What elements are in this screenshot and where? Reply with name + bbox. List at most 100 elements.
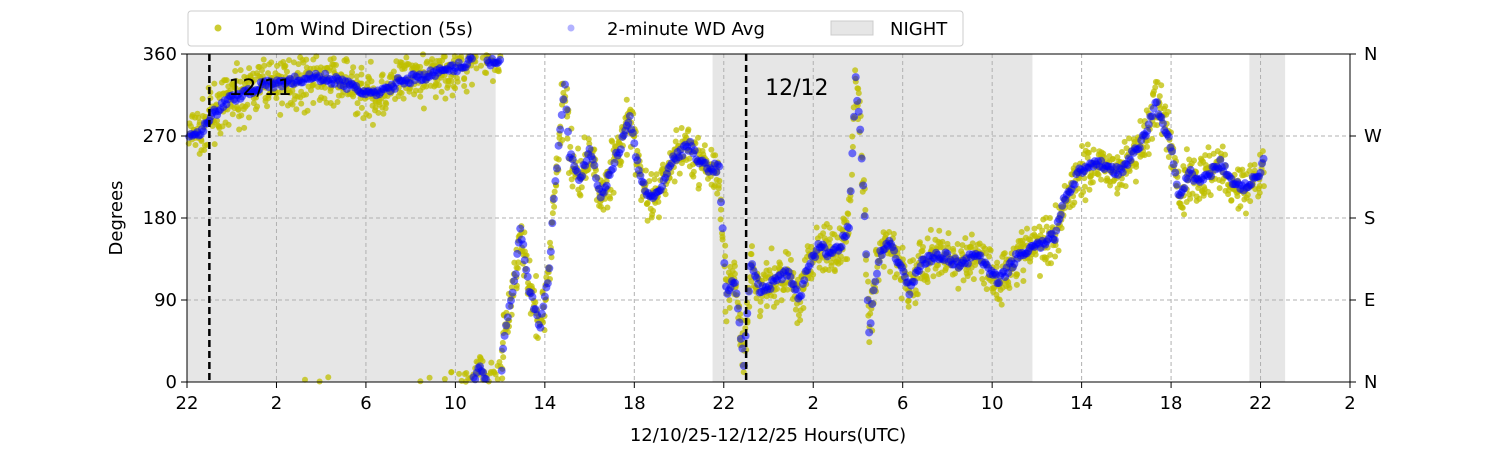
wd-avg-point [1070,180,1079,189]
wind-direction-point [910,257,917,264]
wd-avg-point [786,272,795,281]
wind-direction-point [747,251,754,258]
wind-direction-point [650,207,657,214]
wind-direction-point [199,95,206,102]
wd-avg-point [1157,113,1166,122]
wind-direction-point [930,273,937,280]
wind-direction-point [849,171,856,178]
wind-direction-point [330,102,337,109]
wind-direction-point [1043,223,1050,230]
wind-direction-point [461,83,468,90]
wind-direction-point [358,64,365,71]
wind-direction-point [1013,281,1020,288]
wind-direction-point [303,56,310,63]
wd-avg-point [1168,147,1177,156]
wd-avg-point [545,264,554,273]
wind-direction-point [441,376,448,383]
wind-direction-point [461,75,468,82]
wind-direction-point [1181,211,1188,218]
wind-direction-point [1094,170,1101,177]
wind-direction-point [1207,192,1214,199]
y2-tick-label: S [1364,208,1375,229]
wind-direction-point [898,295,905,302]
wind-direction-point [268,59,275,66]
wind-direction-point [330,67,337,74]
wind-direction-point [233,60,240,67]
wind-direction-point [610,189,617,196]
wind-direction-point [1126,135,1133,142]
wind-direction-point [644,217,651,224]
wind-direction-point [564,135,571,142]
wind-direction-point [277,111,284,118]
wd-avg-point [549,194,558,203]
wd-avg-point [1216,155,1225,164]
wd-avg-point [850,112,859,121]
wind-direction-point [417,93,424,100]
wind-direction-point [959,242,966,249]
wind-direction-point [748,278,755,285]
wd-avg-point [1135,143,1144,152]
wd-avg-point [548,219,557,228]
wind-direction-point [258,67,265,74]
wind-direction-point [1055,247,1062,254]
wind-direction-point [773,299,780,306]
wind-direction-point [367,58,374,65]
wind-direction-point [1014,271,1021,278]
wind-direction-point [1154,122,1161,129]
wd-avg-point [905,290,914,299]
wind-direction-point [478,62,485,69]
wd-avg-point [1148,112,1157,121]
wind-direction-point [1242,210,1249,217]
wd-avg-point [752,273,761,282]
wind-direction-point [717,216,724,223]
wind-direction-point [862,271,869,278]
wd-avg-point [733,304,742,313]
y-tick-label: 360 [143,44,177,65]
wd-avg-point [1118,168,1127,177]
wind-direction-point [310,99,317,106]
wind-direction-point [719,233,726,240]
wd-avg-point [848,149,857,158]
wd-avg-point [976,251,985,260]
wd-avg-point [846,187,855,196]
wind-direction-point [251,76,258,83]
x-axis-ticks: 22 2 6 10 14 18 22 2 6 10 14 18 22 2 [176,382,1356,414]
wind-direction-point [1098,176,1105,183]
wd-avg-point [1171,168,1180,177]
wind-direction-point [618,158,625,165]
wd-avg-point [1056,210,1065,219]
wind-direction-point [731,270,738,277]
wind-direction-point [547,239,554,246]
wind-direction-point [935,262,942,269]
legend-marker-5s [214,24,222,32]
wind-direction-point [866,339,873,346]
wind-direction-point [1162,103,1169,110]
wd-avg-point [496,55,505,64]
wd-avg-point [730,278,739,287]
wind-direction-point [651,176,658,183]
y2-tick-label: E [1364,290,1375,311]
wd-avg-point [800,276,809,285]
wind-direction-point [375,109,382,116]
wind-direction-point [1082,197,1089,204]
y-tick-label: 270 [143,126,177,147]
wind-direction-point [515,259,522,266]
wd-avg-point [543,279,552,288]
wind-direction-point [334,98,341,105]
wind-direction-point [534,335,541,342]
wind-direction-point [905,303,912,310]
wd-avg-point [910,277,919,286]
wind-direction-point [716,177,723,184]
y-tick-label: 90 [154,290,177,311]
wind-direction-point [492,371,499,378]
day-markers: 12/11 12/12 [208,54,829,382]
wd-avg-point [513,249,522,258]
wind-direction-point [368,78,375,85]
wind-direction-point [417,63,424,70]
wind-direction-point [358,104,365,111]
wind-direction-point [499,375,506,382]
wind-direction-point [1187,195,1194,202]
wind-direction-point [847,197,854,204]
wind-direction-point [1183,146,1190,153]
wind-direction-point [575,145,582,152]
